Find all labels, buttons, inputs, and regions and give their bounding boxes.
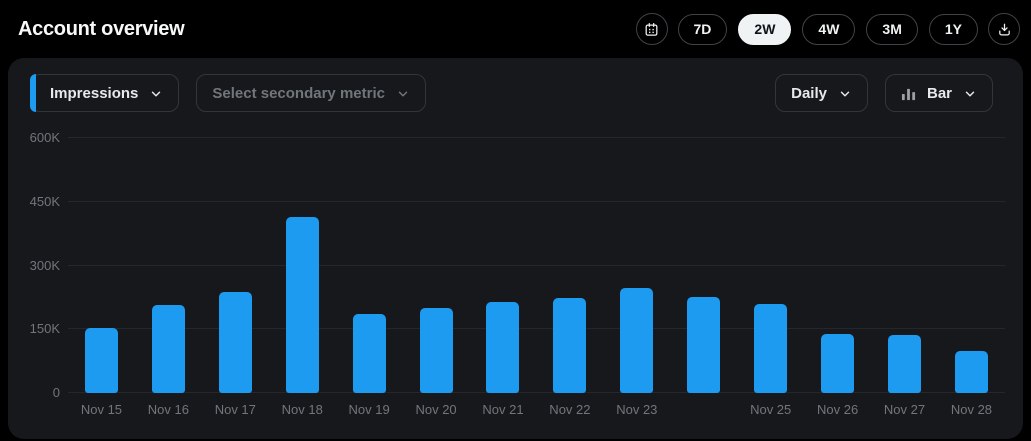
- range-pill-1y[interactable]: 1Y: [928, 13, 978, 45]
- secondary-metric-dropdown[interactable]: Select secondary metric: [196, 74, 426, 112]
- bar-nov-23[interactable]: [620, 288, 654, 393]
- bar-nov-22[interactable]: [553, 297, 587, 393]
- chevron-down-icon: [152, 91, 161, 96]
- download-button[interactable]: [988, 13, 1020, 45]
- bar-column: [670, 138, 737, 393]
- bar-column: Nov 26: [804, 138, 871, 417]
- bar-column: Nov 28: [938, 138, 1005, 417]
- chart-controls: Impressions Select secondary metric Dail…: [8, 74, 1023, 112]
- download-icon: [998, 23, 1010, 35]
- bar-nov-18[interactable]: [285, 217, 319, 393]
- plot-area: Nov 15 Nov 16 Nov 17 Nov 18 Nov 19 Nov 20 Nov …: [68, 137, 1005, 417]
- range-pill-3m[interactable]: 3M: [866, 13, 918, 45]
- calendar-icon: [645, 22, 658, 36]
- bar-column: Nov 23: [603, 138, 670, 417]
- gridline: [68, 264, 1005, 266]
- y-tick-label: 300K: [29, 257, 60, 273]
- x-tick-label: Nov 27: [883, 402, 926, 417]
- bar-nov-16[interactable]: [151, 305, 185, 393]
- bar-nov-21[interactable]: [486, 302, 520, 393]
- bar-nov-15[interactable]: [84, 327, 118, 393]
- bar-nov-17[interactable]: [218, 291, 252, 393]
- range-pill-7d[interactable]: 7D: [677, 13, 728, 45]
- range-pill-2w[interactable]: 2W: [738, 13, 792, 45]
- bars: Nov 15 Nov 16 Nov 17 Nov 18 Nov 19 Nov 20 Nov …: [68, 138, 1005, 417]
- bar-nov-27[interactable]: [888, 335, 922, 393]
- bar-column: Nov 18: [269, 138, 336, 417]
- x-tick-label: Nov 23: [616, 402, 658, 417]
- range-pill-4w[interactable]: 4W: [802, 13, 856, 45]
- bar-nov-19[interactable]: [352, 313, 386, 393]
- impressions-chart: 0 150K 300K 450K 600K Nov 15 Nov 16 Nov 17 Nov …: [8, 131, 1005, 417]
- x-tick-label: Nov 21: [482, 402, 524, 417]
- display-controls: Daily Bar: [775, 74, 993, 112]
- granularity-label: Daily: [791, 84, 827, 102]
- secondary-metric-placeholder: Select secondary metric: [212, 84, 385, 102]
- x-tick-label: Nov 20: [415, 402, 457, 417]
- x-tick-label: Nov 16: [147, 402, 189, 417]
- bar-column: Nov 27: [871, 138, 938, 417]
- bar-chart-icon: [901, 88, 916, 100]
- bar-nov-24[interactable]: [687, 297, 721, 393]
- bar-column: Nov 25: [737, 138, 804, 417]
- bar-column: Nov 15: [68, 138, 135, 417]
- x-tick-label: Nov 15: [80, 402, 123, 417]
- bar-column: Nov 21: [470, 138, 537, 417]
- primary-metric-dropdown[interactable]: Impressions: [30, 74, 180, 112]
- primary-metric-label: Impressions: [50, 84, 139, 102]
- page-header: Account overview 7D 2W 4W 3M 1Y: [0, 0, 1031, 58]
- bar-column: Nov 22: [536, 138, 603, 417]
- chart-type-label: Bar: [926, 84, 952, 102]
- calendar-button[interactable]: [635, 13, 668, 45]
- header-actions: 7D 2W 4W 3M 1Y: [635, 13, 1020, 45]
- x-tick-label: Nov 19: [348, 402, 390, 417]
- bar-nov-26[interactable]: [821, 333, 855, 393]
- bar-nov-25[interactable]: [754, 304, 788, 393]
- bar-column: Nov 19: [336, 138, 403, 417]
- y-tick-label: 600K: [29, 130, 60, 145]
- y-tick-label: 150K: [29, 321, 60, 337]
- y-tick-label: 450K: [29, 193, 60, 209]
- chevron-down-icon: [398, 91, 408, 96]
- x-tick-label: Nov 25: [750, 402, 792, 417]
- x-tick-label: Nov 17: [214, 402, 256, 417]
- x-tick-label: Nov 28: [950, 402, 993, 417]
- bar-column: Nov 20: [403, 138, 470, 417]
- gridline: [68, 328, 1005, 330]
- bar-column: Nov 16: [135, 138, 202, 417]
- gridline: [68, 137, 1005, 138]
- metric-accent-bar: [30, 74, 36, 112]
- gridline: [68, 392, 1005, 393]
- granularity-dropdown[interactable]: Daily: [775, 74, 868, 112]
- bar-column: Nov 17: [202, 138, 269, 417]
- gridline: [68, 200, 1005, 202]
- chevron-down-icon: [840, 91, 850, 96]
- range-selector: 7D 2W 4W 3M 1Y: [677, 13, 978, 45]
- bar-nov-20[interactable]: [419, 308, 453, 393]
- y-axis: 0 150K 300K 450K 600K: [8, 131, 60, 400]
- x-tick-label: Nov 22: [549, 402, 591, 417]
- y-tick-label: 0: [52, 385, 60, 400]
- chart-type-dropdown[interactable]: Bar: [884, 74, 993, 112]
- x-tick-label: Nov 26: [816, 402, 859, 417]
- chevron-down-icon: [965, 91, 975, 96]
- bar-nov-28[interactable]: [954, 351, 988, 393]
- account-overview-card: Impressions Select secondary metric Dail…: [8, 58, 1023, 439]
- page-title: Account overview: [18, 17, 185, 40]
- x-tick-label: Nov 18: [281, 402, 323, 417]
- metric-controls: Impressions Select secondary metric: [30, 74, 426, 112]
